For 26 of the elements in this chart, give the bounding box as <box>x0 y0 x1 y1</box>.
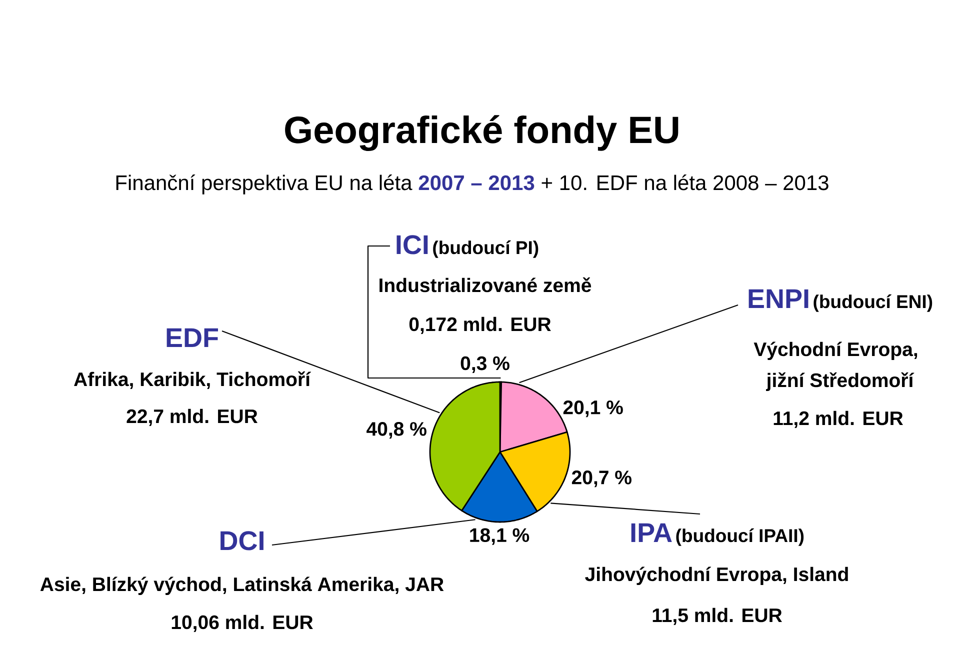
text: (budoucí PI) <box>433 240 538 258</box>
text: (budoucí ENI) <box>814 294 932 312</box>
text: (budoucí IPAII) <box>676 528 804 546</box>
text: Industrializované země <box>380 277 592 292</box>
data-label: 18,1 % <box>470 528 530 545</box>
text: Afrika, Karibik, Tichomoří <box>74 371 312 390</box>
text: 22,7 mld. EUR <box>126 408 258 426</box>
text: Východní Evropa, <box>754 342 918 360</box>
text: 11,2 mld. EUR <box>774 410 903 428</box>
data-label: 20,7 % <box>572 470 632 488</box>
chart-subtitle: Finanční perspektiva EU na léta 2007 – 2013 + 10. EDF na léta 2008 – 2013 <box>116 174 828 194</box>
text: 11,5 mld. EUR <box>652 608 782 626</box>
chart-title: Geografické fondy EU <box>285 115 678 152</box>
text: Jihovýchodní Evropa, Island <box>585 566 848 586</box>
data-label: 40,8 % <box>366 422 426 439</box>
slice-label: DCI <box>220 531 264 550</box>
text: 10,06 mld. EUR <box>172 614 313 632</box>
slice-label: ICI <box>396 235 428 254</box>
slice-label: ENPI <box>748 289 808 308</box>
text: jižní Středomoří <box>766 372 914 392</box>
text: Asie, Blízký východ, Latinská Amerika, JAR <box>40 576 444 596</box>
data-label: 0,3 % <box>460 356 510 374</box>
slice-label: IPA <box>631 523 672 542</box>
slice-label: EDF <box>166 328 218 347</box>
text: 0,172 mld. EUR <box>409 316 551 334</box>
data-label: 20,1 % <box>563 400 623 418</box>
